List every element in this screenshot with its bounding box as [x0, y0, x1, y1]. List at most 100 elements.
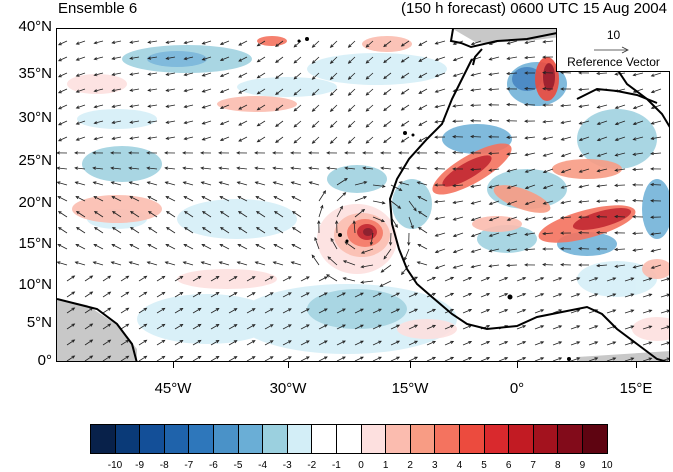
lat-label: 30°N [12, 109, 52, 126]
wind-vector [366, 121, 373, 127]
wind-vector [77, 228, 85, 234]
colorbar-cell [239, 425, 264, 453]
colorbar-cell [312, 425, 337, 453]
colorbar-label: 2 [400, 460, 420, 471]
wind-vector [349, 137, 356, 143]
colorbar-cell [583, 425, 608, 453]
wind-vector [381, 265, 391, 272]
lat-label: 25°N [12, 152, 52, 169]
reference-vector-label: Reference Vector [557, 55, 670, 69]
axis-tick [288, 362, 289, 368]
wind-vector [349, 89, 356, 95]
wind-vector [419, 228, 427, 234]
axis-tick [636, 362, 637, 368]
axis-tick [410, 362, 411, 368]
wind-vector [349, 105, 356, 111]
wind-vector [337, 193, 346, 201]
colorbar-cell [485, 425, 510, 453]
lat-label: 0° [12, 352, 52, 369]
colorbar-cell [411, 425, 436, 453]
wind-vector [380, 281, 391, 286]
colorbar-label: 9 [572, 460, 592, 471]
wind-vector [366, 137, 373, 143]
colorbar-label: 5 [474, 460, 494, 471]
colorbar-cell [189, 425, 214, 453]
wind-vector [294, 121, 301, 127]
colorbar-label: -4 [253, 460, 273, 471]
colorbar-cell [91, 425, 116, 453]
wind-vector [59, 212, 67, 218]
wind-vector [366, 89, 373, 95]
colorbar-cell [386, 425, 411, 453]
colorbar-cell [337, 425, 362, 453]
wind-vector [312, 105, 319, 111]
lon-label: 30°W [263, 380, 313, 397]
lon-label: 45°W [148, 380, 198, 397]
wind-vector [349, 121, 356, 127]
wind-vector [312, 121, 319, 127]
colorbar-label: 4 [449, 460, 469, 471]
colorbar-cell [534, 425, 559, 453]
lon-label: 15°W [385, 380, 435, 397]
reference-vector-legend: 10 Reference Vector [556, 28, 670, 72]
lat-label: 40°N [12, 18, 52, 35]
wind-vector [312, 137, 319, 143]
colorbar-label: -7 [179, 460, 199, 471]
lat-label: 15°N [12, 235, 52, 252]
colorbar-label: 0 [351, 460, 371, 471]
colorbar-label: 10 [597, 460, 617, 471]
colorbar-label: 6 [499, 460, 519, 471]
wind-vector [327, 275, 337, 281]
wind-vector [131, 228, 139, 234]
colorbar-label: -9 [130, 460, 150, 471]
colorbar-label: -2 [302, 460, 322, 471]
colorbar-cell [263, 425, 288, 453]
lat-label: 10°N [12, 276, 52, 293]
wind-vector [149, 228, 157, 234]
axis-tick [173, 362, 174, 368]
colorbar-label: -3 [277, 460, 297, 471]
map-field [57, 29, 670, 362]
colorbar-label: 7 [523, 460, 543, 471]
colorbar-label: -6 [203, 460, 223, 471]
wind-vector [312, 255, 319, 265]
wind-vector [294, 137, 301, 143]
colorbar-label: 3 [425, 460, 445, 471]
reference-arrow-icon [594, 46, 630, 54]
wind-vector [293, 228, 301, 234]
map-title: Ensemble 6 [58, 0, 137, 17]
colorbar-cell [288, 425, 313, 453]
wind-vector [95, 228, 103, 234]
lon-label: 0° [492, 380, 542, 397]
wind-vector [331, 41, 338, 47]
colorbar-label: 1 [376, 460, 396, 471]
colorbar-label: -5 [228, 460, 248, 471]
wind-vector [167, 212, 175, 218]
wind-vector [319, 191, 326, 201]
colorbar-cell [435, 425, 460, 453]
colorbar-cell [362, 425, 387, 453]
wind-vector [331, 121, 338, 127]
colorbar-cell [140, 425, 165, 453]
colorbar-cell [509, 425, 534, 453]
wind-vector [312, 41, 319, 47]
lat-label: 5°N [12, 314, 52, 331]
wind-vector [391, 233, 392, 245]
colorbar-cell [165, 425, 190, 453]
lon-label: 15°E [611, 380, 661, 397]
wind-vector [349, 41, 356, 47]
forecast-time-label: (150 h forecast) 0600 UTC 15 Aug 2004 [401, 0, 667, 17]
wind-vector [331, 105, 338, 111]
colorbar-label: -10 [105, 460, 125, 471]
lat-label: 20°N [12, 194, 52, 211]
wind-vector [167, 228, 175, 234]
reference-vector-magnitude: 10 [557, 28, 670, 42]
colorbar-label: -1 [326, 460, 346, 471]
wind-vector [294, 57, 301, 63]
axis-tick [517, 362, 518, 368]
wind-vector [59, 228, 67, 234]
lat-label: 35°N [12, 65, 52, 82]
colorbar-label: 8 [548, 460, 568, 471]
colorbar-cell [214, 425, 239, 453]
